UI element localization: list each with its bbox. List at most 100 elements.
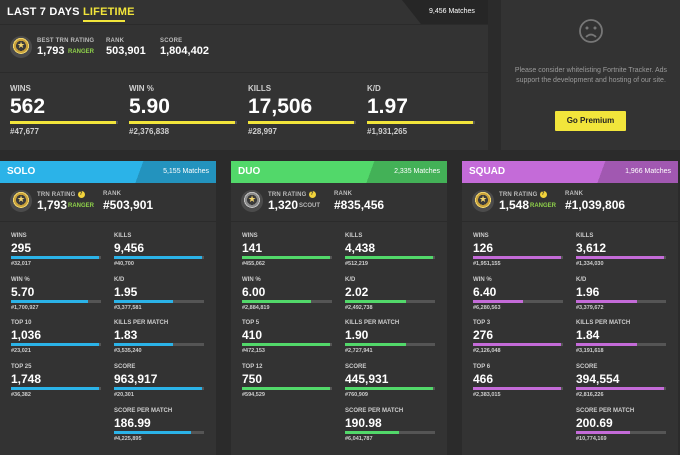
squad-stat-bar bbox=[576, 300, 666, 303]
squad-stat-bar-fill bbox=[473, 256, 562, 259]
trn-label-text: TRN RATING bbox=[268, 192, 307, 198]
squad-stat-rank: #6,280,563 bbox=[473, 305, 501, 311]
solo-stat-bar-fill bbox=[114, 343, 173, 346]
squad-stat-label: SCORE bbox=[576, 364, 598, 370]
squad-stat-rank: #2,816,226 bbox=[576, 392, 604, 398]
solo-stat-label: SCORE bbox=[114, 364, 136, 370]
trn-medal-icon bbox=[10, 36, 32, 58]
squad-stat-value: 3,612 bbox=[576, 241, 607, 255]
duo-stat-rank: #594,529 bbox=[242, 392, 265, 398]
squad-stat-bar bbox=[576, 256, 666, 259]
duo-stat-value: 750 bbox=[242, 372, 263, 386]
duo-rank-label: RANK bbox=[334, 191, 353, 197]
overview-divider-mid bbox=[0, 72, 488, 73]
solo-stat-bar bbox=[114, 256, 204, 259]
solo-stat-bar-fill bbox=[114, 431, 191, 434]
solo-stat-bar bbox=[11, 387, 101, 390]
solo-stat-value: 1.83 bbox=[114, 328, 138, 342]
squad-stat-value: 394,554 bbox=[576, 372, 620, 386]
solo-stat-bar-fill bbox=[114, 256, 203, 259]
squad-stat-value: 200.69 bbox=[576, 416, 613, 430]
solo-stat-bar-fill bbox=[11, 387, 100, 390]
go-premium-button[interactable]: Go Premium bbox=[555, 111, 626, 131]
squad-header: SQUAD 1,966 Matches bbox=[462, 161, 678, 183]
score-value: 1,804,402 bbox=[160, 45, 209, 57]
duo-stat-rank: #6,041,787 bbox=[345, 436, 373, 442]
overview-stat-bar bbox=[129, 121, 237, 124]
tab-last-7-days[interactable]: LAST 7 DAYS bbox=[7, 6, 80, 18]
overview-stat-rank: #2,376,838 bbox=[129, 127, 170, 136]
squad-stat-bar bbox=[473, 256, 563, 259]
duo-trn-rank: SCOUT bbox=[299, 203, 320, 209]
squad-stat-label: K/D bbox=[576, 277, 587, 283]
tab-lifetime[interactable]: LIFETIME bbox=[83, 6, 135, 18]
duo-stat-label: SCORE bbox=[345, 364, 367, 370]
squad-stat-bar-fill bbox=[576, 256, 665, 259]
duo-stat-bar-fill bbox=[242, 300, 312, 303]
duo-rank-value: #835,456 bbox=[334, 198, 385, 212]
duo-stat-label: WINS bbox=[242, 233, 258, 239]
squad-stat-value: 466 bbox=[473, 372, 494, 386]
info-icon[interactable]: ? bbox=[308, 191, 316, 198]
squad-stat-rank: #2,126,048 bbox=[473, 348, 501, 354]
squad-stat-label: WIN % bbox=[473, 277, 492, 283]
trn-label-text: TRN RATING bbox=[499, 192, 538, 198]
squad-stat-bar-fill bbox=[473, 300, 523, 303]
squad-stat-rank: #1,951,155 bbox=[473, 261, 501, 267]
overview-stat-value: 17,506 bbox=[248, 95, 313, 118]
solo-stat-label: KILLS bbox=[114, 233, 132, 239]
squad-stat-rank: #3,379,672 bbox=[576, 305, 604, 311]
solo-stat-value: 295 bbox=[11, 241, 32, 255]
duo-stat-bar bbox=[242, 387, 332, 390]
squad-stat-label: KILLS bbox=[576, 233, 594, 239]
duo-matches: 2,335 Matches bbox=[394, 168, 440, 175]
duo-stat-bar bbox=[345, 256, 435, 259]
solo-stat-label: K/D bbox=[114, 277, 125, 283]
duo-stat-bar bbox=[242, 343, 332, 346]
squad-stat-label: TOP 6 bbox=[473, 364, 491, 370]
solo-rank-value: #503,901 bbox=[103, 198, 154, 212]
solo-title: SOLO bbox=[7, 166, 36, 177]
overview-panel: LAST 7 DAYS LIFETIME 9,456 Matches BEST … bbox=[0, 0, 488, 150]
duo-stat-label: WIN % bbox=[242, 277, 261, 283]
solo-stat-value: 5.70 bbox=[11, 285, 35, 299]
squad-stat-value: 6.40 bbox=[473, 285, 497, 299]
duo-stat-rank: #760,909 bbox=[345, 392, 368, 398]
duo-stat-value: 445,931 bbox=[345, 372, 389, 386]
squad-stat-label: TOP 3 bbox=[473, 320, 491, 326]
overview-stat-bar bbox=[367, 121, 475, 124]
solo-stat-bar-fill bbox=[114, 300, 173, 303]
solo-stat-bar bbox=[11, 300, 101, 303]
duo-stat-label: KILLS bbox=[345, 233, 363, 239]
duo-stat-rank: #2,492,738 bbox=[345, 305, 373, 311]
overview-stat-bar bbox=[248, 121, 356, 124]
overview-stat-bar-fill bbox=[248, 121, 354, 124]
duo-stat-label: TOP 12 bbox=[242, 364, 263, 370]
overview-divider-top bbox=[0, 24, 488, 25]
squad-trn-label: TRN RATING? bbox=[499, 191, 547, 198]
squad-rank-label: RANK bbox=[565, 191, 584, 197]
info-icon[interactable]: ? bbox=[539, 191, 547, 198]
duo-stat-value: 190.98 bbox=[345, 416, 382, 430]
duo-stat-bar-fill bbox=[345, 343, 407, 346]
solo-trn-rank: RANGER bbox=[68, 203, 95, 209]
solo-stat-rank: #4,225,895 bbox=[114, 436, 142, 442]
duo-divider bbox=[231, 221, 447, 222]
solo-stat-label: TOP 25 bbox=[11, 364, 32, 370]
solo-stat-bar-fill bbox=[11, 256, 100, 259]
solo-stat-bar-fill bbox=[11, 300, 88, 303]
squad-stat-bar-fill bbox=[576, 431, 630, 434]
squad-stat-rank: #2,383,015 bbox=[473, 392, 501, 398]
solo-rank-label: RANK bbox=[103, 191, 122, 197]
tab-lifetime-underline bbox=[83, 20, 125, 22]
solo-trn-value: 1,793 bbox=[37, 198, 68, 212]
squad-stat-value: 276 bbox=[473, 328, 494, 342]
solo-stat-bar bbox=[114, 300, 204, 303]
squad-matches: 1,966 Matches bbox=[625, 168, 671, 175]
solo-stat-bar bbox=[11, 256, 101, 259]
squad-stat-label: WINS bbox=[473, 233, 489, 239]
duo-stat-rank: #455,062 bbox=[242, 261, 265, 267]
solo-stat-rank: #32,017 bbox=[11, 261, 31, 267]
duo-stat-bar bbox=[345, 431, 435, 434]
info-icon[interactable]: ? bbox=[77, 191, 85, 198]
